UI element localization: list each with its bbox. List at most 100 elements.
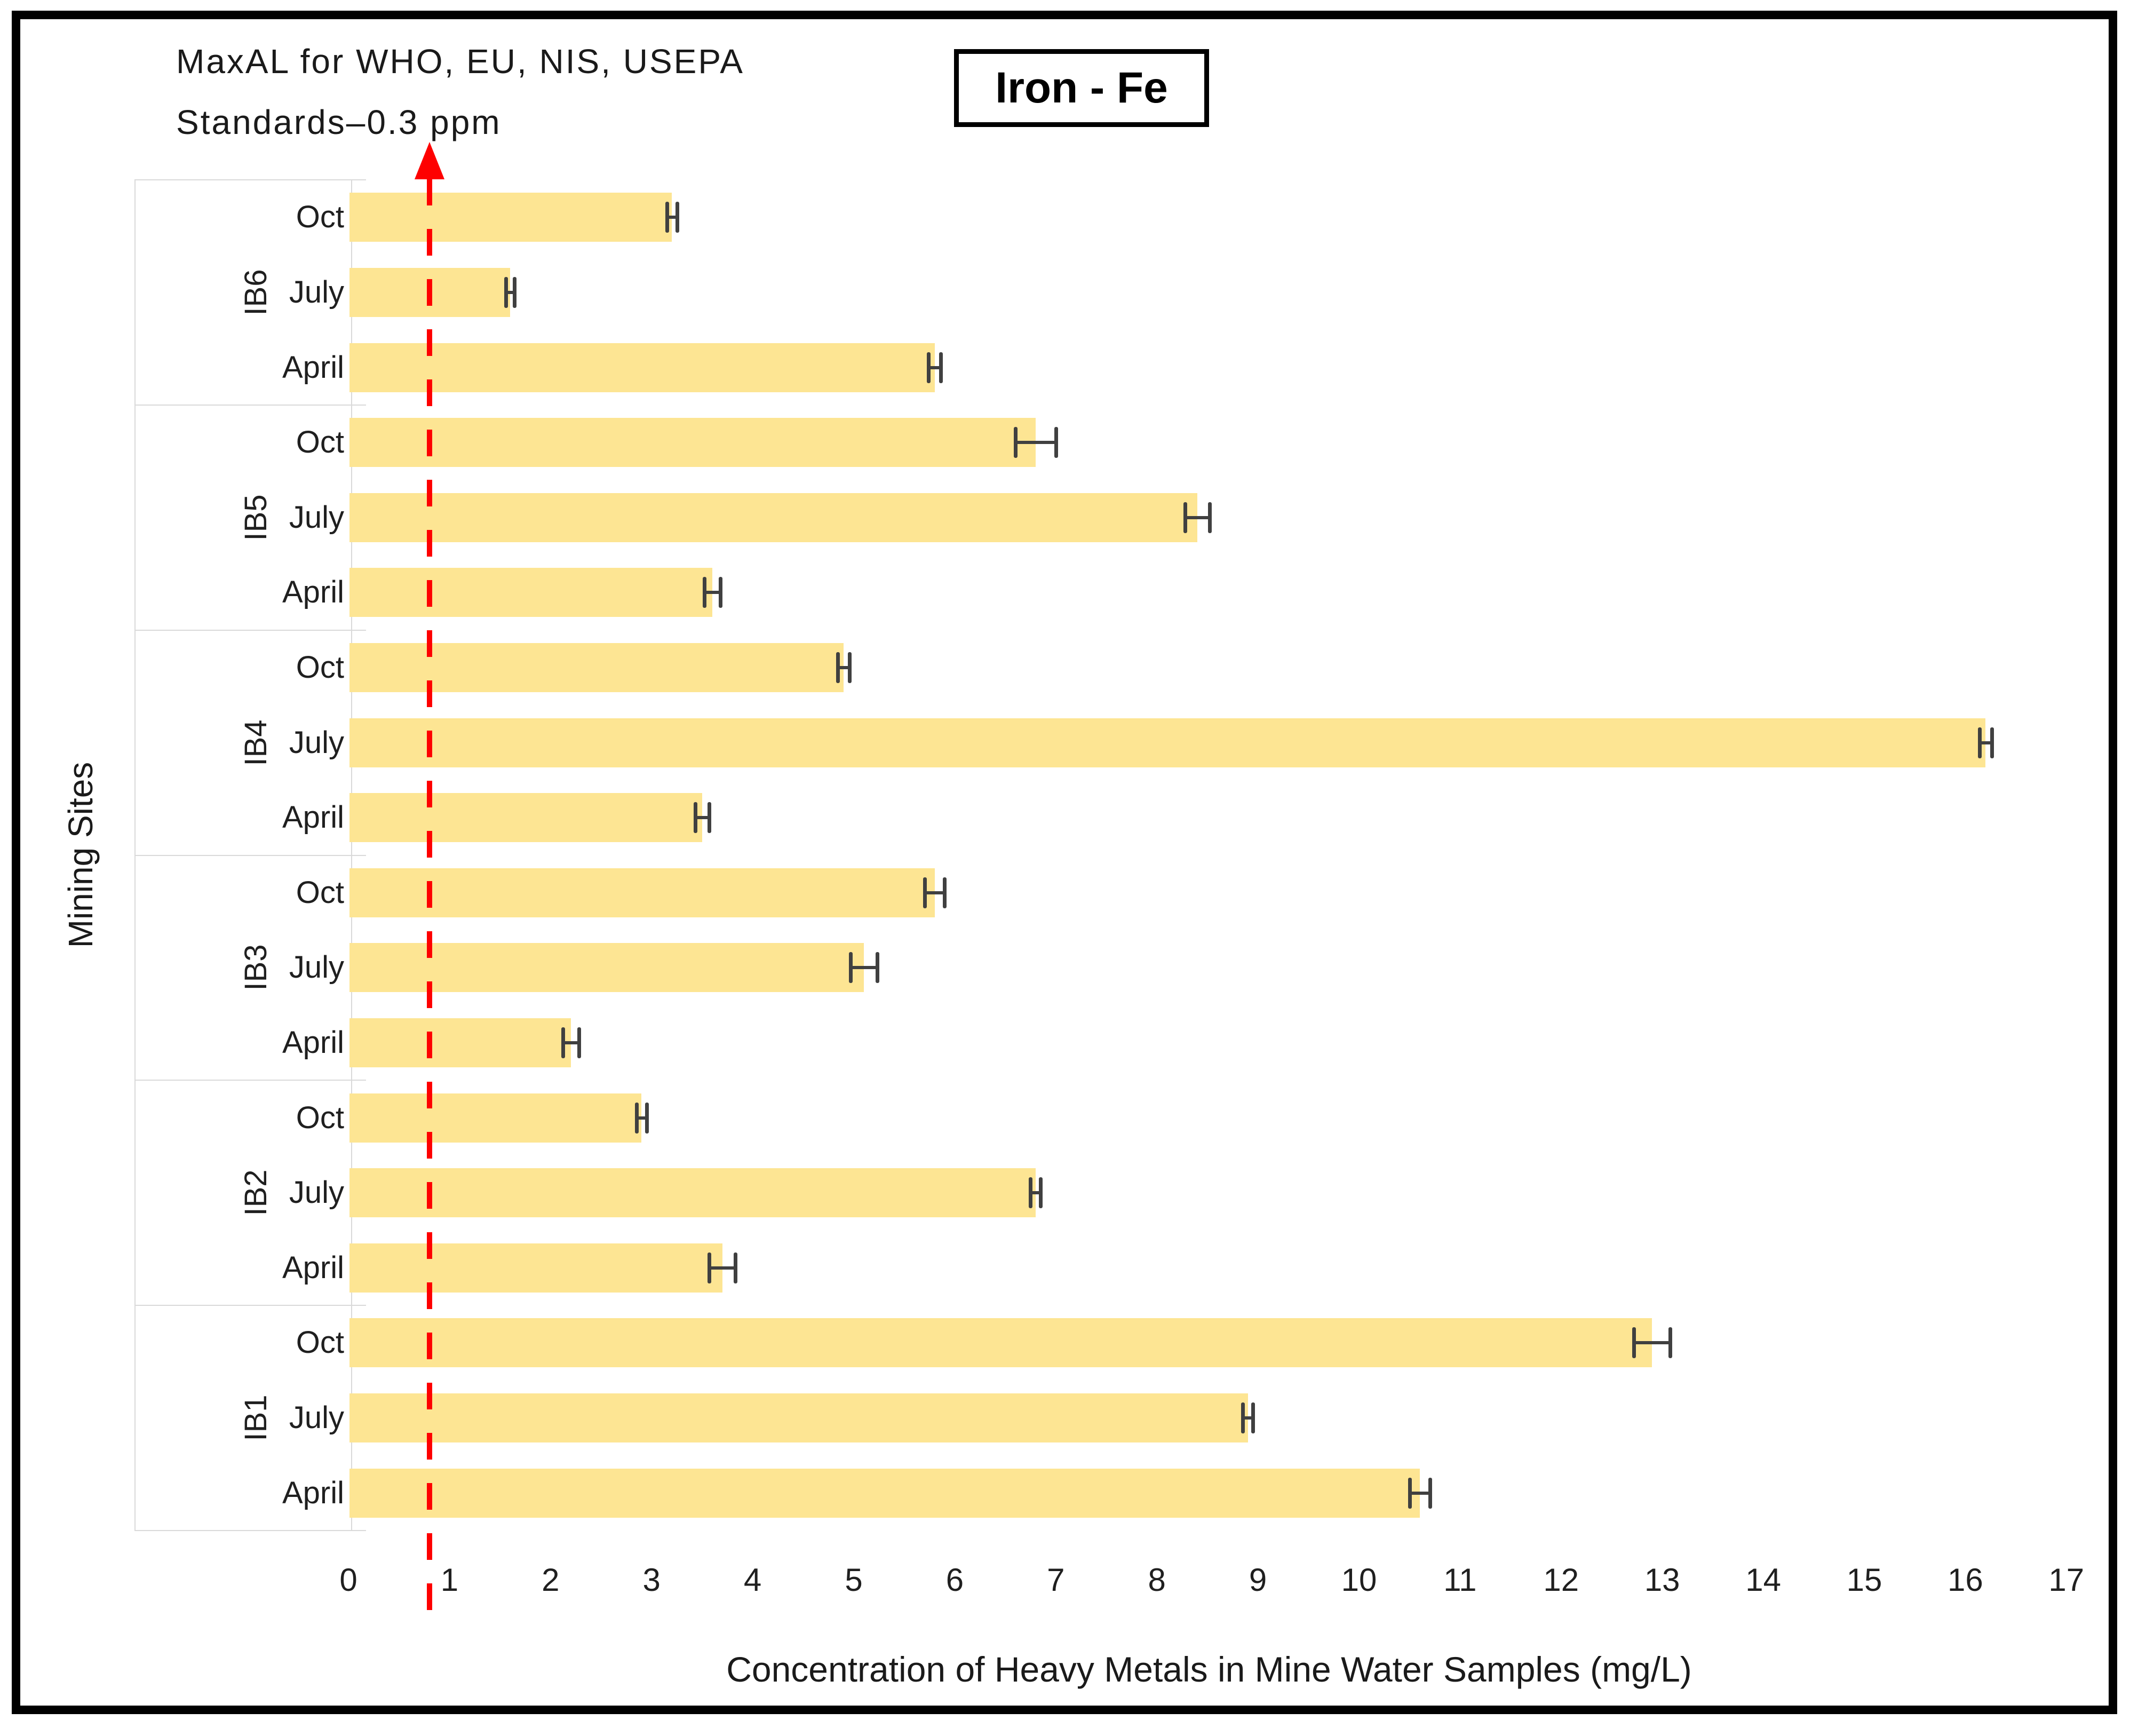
bar-IB1-July (349, 1393, 1248, 1443)
x-tick-label-12: 12 (1543, 1562, 1579, 1598)
bar-IB3-July (349, 943, 864, 993)
error-bar-line (636, 1116, 647, 1120)
month-label: April (282, 350, 344, 385)
group-separator (134, 1080, 366, 1081)
x-tick-label-17: 17 (2048, 1562, 2085, 1598)
error-bar-cap (939, 352, 943, 383)
x-tick-label-11: 11 (1443, 1562, 1477, 1598)
error-bar-cap (718, 577, 722, 608)
error-bar-cap (693, 802, 697, 834)
error-bar-cap (634, 1102, 639, 1133)
bar-IB2-Oct (349, 1093, 642, 1143)
month-label: April (282, 800, 344, 835)
bar-IB6-Oct (349, 193, 672, 242)
error-bar-cap (1241, 1402, 1245, 1434)
group-separator (134, 629, 366, 631)
bar-IB2-April (349, 1243, 722, 1293)
error-bar-line (506, 290, 514, 294)
bar-IB4-Oct (349, 643, 844, 692)
error-bar-line (1015, 441, 1056, 445)
bar-IB6-April (349, 343, 935, 392)
month-label: July (289, 1175, 344, 1210)
month-label: April (282, 575, 344, 610)
error-bar-cap (1207, 502, 1212, 533)
month-label: Oct (296, 875, 344, 910)
outer-border (12, 11, 2117, 1714)
month-label: July (289, 500, 344, 535)
group-separator (134, 404, 366, 406)
reference-line-arrow-icon (414, 142, 444, 179)
month-label: July (289, 725, 344, 760)
error-bar-cap (1668, 1327, 1673, 1359)
month-label: April (282, 1250, 344, 1285)
group-separator (134, 179, 366, 180)
maxal-annotation-line2: Standards–0.3 ppm (176, 103, 502, 141)
error-bar-cap (512, 276, 516, 308)
error-bar-cap (645, 1102, 649, 1133)
x-tick-label-3: 3 (642, 1562, 661, 1598)
error-bar-line (851, 966, 877, 970)
error-bar-cap (675, 202, 679, 233)
error-bar-line (1185, 516, 1210, 519)
error-bar-cap (875, 952, 879, 984)
month-label: Oct (296, 1325, 344, 1360)
error-bar-cap (1408, 1477, 1412, 1509)
x-tick-label-10: 10 (1341, 1562, 1377, 1598)
x-tick-label-14: 14 (1745, 1562, 1781, 1598)
error-bar-cap (849, 952, 853, 984)
error-bar-cap (836, 652, 840, 683)
error-bar-cap (708, 802, 712, 834)
error-bar-cap (923, 877, 927, 908)
error-bar-cap (702, 577, 706, 608)
chart-title: Iron - Fe (995, 64, 1168, 112)
error-bar-cap (1977, 727, 1982, 758)
error-bar-cap (504, 276, 508, 308)
error-bar-cap (1014, 427, 1018, 458)
error-bar-cap (1039, 1177, 1043, 1209)
error-bar-line (1030, 1191, 1041, 1195)
error-bar-cap (1054, 427, 1058, 458)
month-label: Oct (296, 649, 344, 685)
error-bar-cap (1251, 1402, 1255, 1434)
month-label: July (289, 274, 344, 310)
month-label: Oct (296, 1100, 344, 1135)
bar-IB4-April (349, 793, 702, 843)
error-bar-cap (665, 202, 669, 233)
error-bar-cap (927, 352, 931, 383)
month-label: April (282, 1475, 344, 1510)
error-bar-line (709, 1266, 736, 1270)
month-label: July (289, 950, 344, 985)
error-bar-line (1979, 741, 1992, 744)
bar-IB5-July (349, 493, 1197, 542)
error-bar-line (928, 366, 941, 369)
error-bar-line (1243, 1416, 1253, 1420)
bar-IB5-Oct (349, 418, 1036, 467)
error-bar-cap (734, 1252, 738, 1283)
bar-IB3-Oct (349, 868, 935, 917)
x-tick-label-15: 15 (1846, 1562, 1882, 1598)
reference-line (426, 179, 432, 1622)
error-bar-cap (1029, 1177, 1033, 1209)
error-bar-cap (1428, 1477, 1432, 1509)
x-tick-label-13: 13 (1644, 1562, 1680, 1598)
error-bar-cap (943, 877, 947, 908)
x-tick-label-9: 9 (1249, 1562, 1267, 1598)
group-separator (134, 1305, 366, 1306)
maxal-annotation-line1: MaxAL for WHO, EU, NIS, USEPA (176, 42, 744, 81)
error-bar-cap (1990, 727, 1994, 758)
x-tick-label-8: 8 (1148, 1562, 1166, 1598)
month-label: Oct (296, 425, 344, 460)
chart-title-box: Iron - Fe (954, 49, 1209, 127)
error-bar-cap (577, 1027, 581, 1059)
error-bar-line (1634, 1341, 1671, 1345)
bar-IB4-July (349, 718, 1986, 767)
x-tick-label-4: 4 (743, 1562, 762, 1598)
bar-IB5-April (349, 568, 712, 617)
error-bar-line (924, 891, 945, 894)
bar-IB1-April (349, 1468, 1420, 1518)
error-bar-line (562, 1041, 579, 1045)
error-bar-cap (1632, 1327, 1636, 1359)
x-tick-label-0: 0 (339, 1562, 357, 1598)
